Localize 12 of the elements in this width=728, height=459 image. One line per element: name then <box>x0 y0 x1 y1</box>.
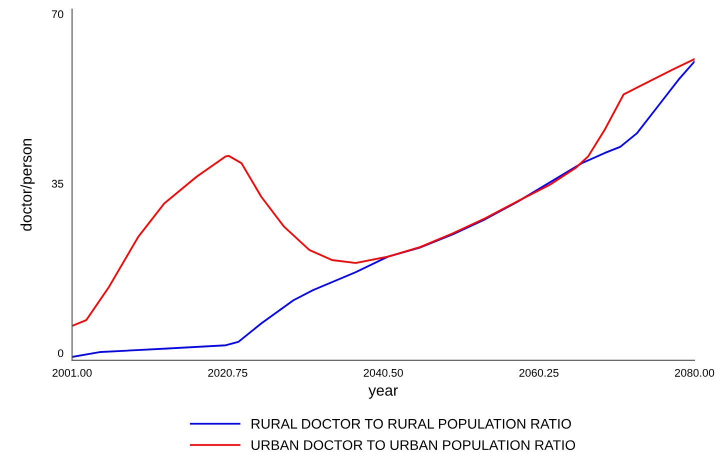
x-tick-label: 2060.25 <box>519 368 559 377</box>
y-tick-label: 0 <box>58 349 64 358</box>
legend-label: URBAN DOCTOR TO URBAN POPULATION RATIO <box>252 440 576 450</box>
x-tick-label: 2020.75 <box>208 368 248 377</box>
x-tick-label: 2040.50 <box>364 368 403 377</box>
x-tick-label: 2080.00 <box>674 368 714 377</box>
y-tick-label: 35 <box>52 180 64 188</box>
legend-label: RURAL DOCTOR TO RURAL POPULATION RATIO <box>252 418 571 429</box>
y-tick-label: 70 <box>52 10 64 18</box>
y-axis-title: doctor/person <box>20 139 35 231</box>
x-tick-label: 2001.00 <box>52 368 92 377</box>
x-axis-title: year <box>368 387 398 399</box>
